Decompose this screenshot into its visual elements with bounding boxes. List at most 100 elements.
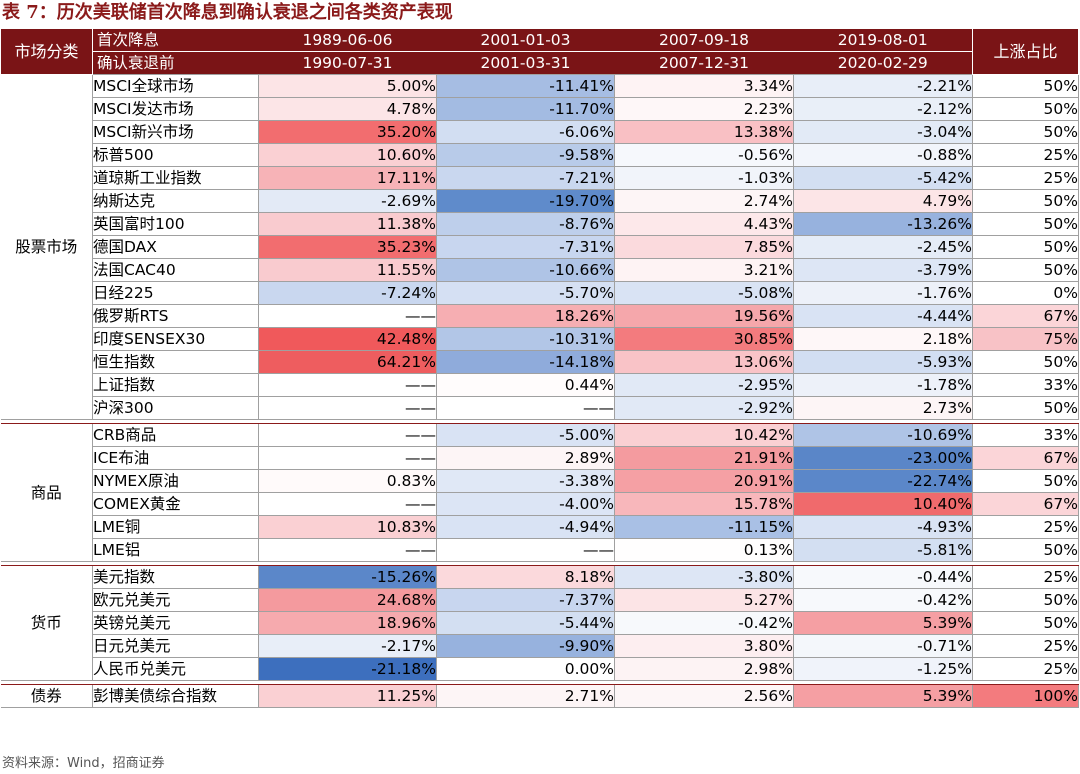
return-cell: -5.42% xyxy=(793,166,973,190)
return-cell: -2.69% xyxy=(258,189,437,213)
return-cell: 8.18% xyxy=(436,565,615,589)
asset-name: 日元兑美元 xyxy=(92,634,259,658)
return-cell: -3.04% xyxy=(793,120,973,144)
return-cell: 17.11% xyxy=(258,166,437,190)
table-row: 日经225 -7.24% -5.70% -5.08% -1.76% 0% xyxy=(1,281,1079,305)
header-period-2-end: 2001-03-31 xyxy=(436,51,615,75)
rise-ratio-cell: 50% xyxy=(972,350,1079,374)
asset-name: NYMEX原油 xyxy=(92,469,259,493)
return-cell: 10.40% xyxy=(793,492,973,516)
rise-ratio-cell: 25% xyxy=(972,143,1079,167)
rise-ratio-cell: 50% xyxy=(972,120,1079,144)
return-cell: 2.23% xyxy=(614,97,794,121)
group-label: 股票市场 xyxy=(0,74,93,420)
return-cell: -2.21% xyxy=(793,74,973,98)
return-cell: 0.00% xyxy=(436,657,615,681)
header-period-4-end: 2020-02-29 xyxy=(793,51,973,75)
table-row: 上证指数 —— 0.44% -2.95% -1.78% 33% xyxy=(1,373,1079,397)
return-cell: 4.43% xyxy=(614,212,794,236)
return-cell: -7.24% xyxy=(258,281,437,305)
header-first-cut-label: 首次降息 xyxy=(92,28,259,52)
table-row: MSCI新兴市场 35.20% -6.06% 13.38% -3.04% 50% xyxy=(1,120,1079,144)
return-cell: 18.96% xyxy=(258,611,437,635)
return-cell: 30.85% xyxy=(614,327,794,351)
return-cell: 2.73% xyxy=(793,396,973,420)
return-cell: -4.00% xyxy=(436,492,615,516)
asset-name: 英国富时100 xyxy=(92,212,259,236)
table-row: 股票市场 MSCI全球市场 5.00% -11.41% 3.34% -2.21% 50% xyxy=(0,74,1079,420)
rise-ratio-cell: 50% xyxy=(972,469,1079,493)
table-row: 债券 彭博美债综合指数 11.25% 2.71% 2.56% 5.39% 100% xyxy=(0,684,1079,708)
return-cell: 10.42% xyxy=(614,423,794,447)
return-cell: -9.90% xyxy=(436,634,615,658)
asset-name: MSCI新兴市场 xyxy=(92,120,259,144)
asset-name: LME铜 xyxy=(92,515,259,539)
rise-ratio-cell: 0% xyxy=(972,281,1079,305)
return-cell: -13.26% xyxy=(793,212,973,236)
return-cell: -0.56% xyxy=(614,143,794,167)
return-cell: -3.79% xyxy=(793,258,973,282)
return-cell: -5.00% xyxy=(436,423,615,447)
return-cell: 4.78% xyxy=(258,97,437,121)
asset-name: 法国CAC40 xyxy=(92,258,259,282)
asset-name: ICE布油 xyxy=(92,446,259,470)
table-row: 欧元兑美元 24.68% -7.37% 5.27% -0.42% 50% xyxy=(1,588,1079,612)
asset-name: 俄罗斯RTS xyxy=(92,304,259,328)
table-row: 法国CAC40 11.55% -10.66% 3.21% -3.79% 50% xyxy=(1,258,1079,282)
return-cell: -7.31% xyxy=(436,235,615,259)
rise-ratio-cell: 50% xyxy=(972,538,1079,562)
rise-ratio-cell: 50% xyxy=(972,97,1079,121)
return-cell: -1.76% xyxy=(793,281,973,305)
header-period-4-start: 2019-08-01 xyxy=(793,28,973,52)
rise-ratio-cell: 25% xyxy=(972,634,1079,658)
return-cell: -2.45% xyxy=(793,235,973,259)
asset-name: 美元指数 xyxy=(92,565,259,589)
return-cell: 11.25% xyxy=(258,684,437,708)
return-cell: —— xyxy=(258,396,437,420)
return-cell: —— xyxy=(258,538,437,562)
header-rise-ratio: 上涨占比 xyxy=(972,28,1079,75)
return-cell: -6.06% xyxy=(436,120,615,144)
table-row: 道琼斯工业指数 17.11% -7.21% -1.03% -5.42% 25% xyxy=(1,166,1079,190)
return-cell: -2.95% xyxy=(614,373,794,397)
asset-name: CRB商品 xyxy=(92,423,259,447)
return-cell: -9.58% xyxy=(436,143,615,167)
table-row: NYMEX原油 0.83% -3.38% 20.91% -22.74% 50% xyxy=(1,469,1079,493)
table-row: MSCI发达市场 4.78% -11.70% 2.23% -2.12% 50% xyxy=(1,97,1079,121)
header-period-1-end: 1990-07-31 xyxy=(258,51,437,75)
return-cell: 20.91% xyxy=(614,469,794,493)
return-cell: -5.70% xyxy=(436,281,615,305)
rise-ratio-cell: 75% xyxy=(972,327,1079,351)
return-cell: 0.83% xyxy=(258,469,437,493)
return-cell: -3.38% xyxy=(436,469,615,493)
header-period-2-start: 2001-01-03 xyxy=(436,28,615,52)
asset-name: MSCI全球市场 xyxy=(92,74,259,98)
table-row: 沪深300 —— —— -2.92% 2.73% 50% xyxy=(1,396,1079,420)
rise-ratio-cell: 50% xyxy=(972,235,1079,259)
return-cell: -21.18% xyxy=(258,657,437,681)
return-cell: -11.70% xyxy=(436,97,615,121)
return-cell: -1.25% xyxy=(793,657,973,681)
return-cell: 64.21% xyxy=(258,350,437,374)
return-cell: —— xyxy=(258,446,437,470)
table-row: 英镑兑美元 18.96% -5.44% -0.42% 5.39% 50% xyxy=(1,611,1079,635)
table-row: 日元兑美元 -2.17% -9.90% 3.80% -0.71% 25% xyxy=(1,634,1079,658)
asset-name: 道琼斯工业指数 xyxy=(92,166,259,190)
rise-ratio-cell: 67% xyxy=(972,446,1079,470)
rise-ratio-cell: 50% xyxy=(972,258,1079,282)
table-row: 德国DAX 35.23% -7.31% 7.85% -2.45% 50% xyxy=(1,235,1079,259)
rise-ratio-cell: 67% xyxy=(972,492,1079,516)
source-footnote: 资料来源：Wind，招商证券 xyxy=(2,756,165,771)
return-cell: 2.98% xyxy=(614,657,794,681)
asset-name: 欧元兑美元 xyxy=(92,588,259,612)
return-cell: -2.17% xyxy=(258,634,437,658)
table-row: 俄罗斯RTS —— 18.26% 19.56% -4.44% 67% xyxy=(1,304,1079,328)
asset-name: 英镑兑美元 xyxy=(92,611,259,635)
rise-ratio-cell: 25% xyxy=(972,515,1079,539)
return-cell: -1.78% xyxy=(793,373,973,397)
return-cell: 13.38% xyxy=(614,120,794,144)
return-cell: 2.56% xyxy=(614,684,794,708)
asset-name: 标普500 xyxy=(92,143,259,167)
return-cell: —— xyxy=(258,373,437,397)
rise-ratio-cell: 50% xyxy=(972,189,1079,213)
